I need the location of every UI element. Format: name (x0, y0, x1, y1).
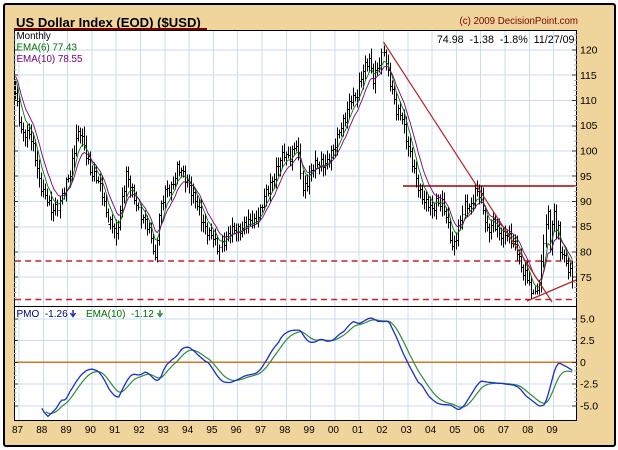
svg-text:EMA(10) -1.12: EMA(10) -1.12 (86, 309, 154, 320)
svg-text:87: 87 (12, 425, 24, 436)
svg-text:08: 08 (522, 425, 534, 436)
svg-text:98: 98 (279, 425, 291, 436)
svg-text:95: 95 (580, 171, 592, 183)
svg-text:80: 80 (580, 247, 592, 259)
svg-text:02: 02 (376, 425, 388, 436)
svg-text:89: 89 (61, 425, 73, 436)
svg-text:EMA(10) 78.55: EMA(10) 78.55 (17, 54, 83, 65)
svg-text:Monthly: Monthly (17, 31, 51, 42)
svg-text:04: 04 (425, 425, 437, 436)
svg-text:105: 105 (580, 120, 598, 132)
svg-text:03: 03 (401, 425, 413, 436)
svg-text:93: 93 (158, 425, 170, 436)
svg-text:90: 90 (580, 196, 592, 208)
svg-text:74.98 -1.38 -1.8% 11/27/09: 74.98 -1.38 -1.8% 11/27/09 (437, 34, 575, 46)
svg-text:-5.0: -5.0 (580, 400, 598, 412)
svg-text:09: 09 (547, 425, 559, 436)
svg-text:88: 88 (36, 425, 48, 436)
svg-text:110: 110 (580, 95, 597, 107)
svg-text:-2.5: -2.5 (580, 379, 598, 391)
svg-text:07: 07 (498, 425, 510, 436)
svg-text:85: 85 (580, 221, 592, 233)
svg-text:115: 115 (580, 70, 597, 82)
svg-text:92: 92 (133, 425, 145, 436)
svg-text:99: 99 (304, 425, 316, 436)
svg-text:100: 100 (580, 146, 598, 158)
svg-text:120: 120 (580, 45, 598, 57)
svg-text:06: 06 (474, 425, 486, 436)
svg-text:97: 97 (255, 425, 267, 436)
svg-text:96: 96 (231, 425, 243, 436)
svg-text:2.5: 2.5 (580, 335, 595, 347)
svg-text:75: 75 (580, 272, 592, 284)
svg-text:95: 95 (206, 425, 218, 436)
svg-text:0: 0 (580, 357, 586, 369)
svg-text:5.0: 5.0 (580, 313, 595, 325)
svg-text:94: 94 (182, 425, 194, 436)
svg-text:EMA(6) 77.43: EMA(6) 77.43 (17, 43, 78, 54)
svg-text:91: 91 (109, 425, 121, 436)
svg-text:90: 90 (85, 425, 97, 436)
svg-text:01: 01 (352, 425, 364, 436)
svg-text:PMO -1.26: PMO -1.26 (17, 309, 69, 320)
svg-text:05: 05 (449, 425, 461, 436)
svg-text:00: 00 (328, 425, 340, 436)
